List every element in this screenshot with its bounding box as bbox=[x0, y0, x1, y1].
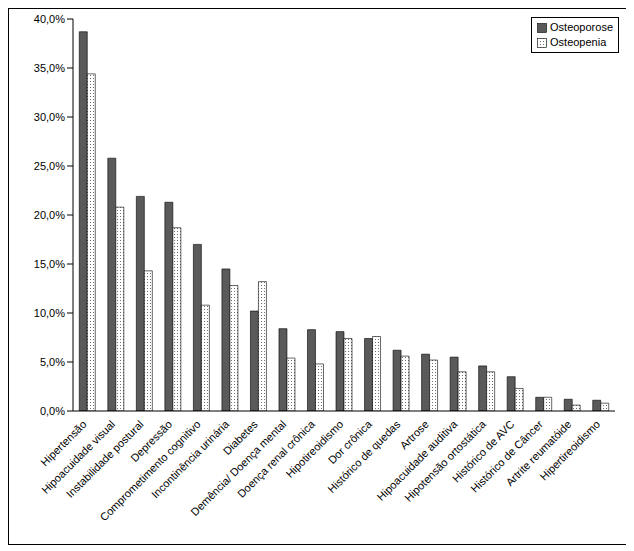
svg-text:Diabetes: Diabetes bbox=[220, 417, 260, 458]
svg-text:Hipotensão ortostática: Hipotensão ortostática bbox=[402, 417, 488, 504]
svg-text:40,0%: 40,0% bbox=[34, 13, 65, 25]
svg-text:Doença renal crônica: Doença renal crônica bbox=[234, 417, 317, 500]
svg-text:35,0%: 35,0% bbox=[34, 62, 65, 74]
svg-text:Incontinência urinária: Incontinência urinária bbox=[148, 417, 232, 501]
svg-text:Depressão: Depressão bbox=[128, 417, 175, 464]
svg-text:Hipoacuidade auditiva: Hipoacuidade auditiva bbox=[374, 417, 460, 503]
svg-text:Hipoacuidade visual: Hipoacuidade visual bbox=[39, 417, 118, 496]
svg-text:10,0%: 10,0% bbox=[34, 307, 65, 319]
svg-text:Histórico de Câncer: Histórico de Câncer bbox=[468, 417, 546, 495]
svg-text:Hipotireoidismo: Hipotireoidismo bbox=[283, 417, 346, 480]
svg-text:Histórico de AVC: Histórico de AVC bbox=[449, 417, 517, 485]
svg-text:Artrite reumatóide: Artrite reumatóide bbox=[503, 417, 574, 489]
svg-text:0,0%: 0,0% bbox=[40, 405, 65, 417]
svg-text:Demência/ Doença mental: Demência/ Doença mental bbox=[188, 417, 289, 519]
svg-text:20,0%: 20,0% bbox=[34, 209, 65, 221]
svg-text:Comprometimento cognitivo: Comprometimento cognitivo bbox=[97, 417, 203, 524]
svg-text:Instabilidade postural: Instabilidade postural bbox=[63, 417, 146, 500]
svg-text:Dor crônica: Dor crônica bbox=[325, 417, 374, 467]
svg-text:Histórico de quedas: Histórico de quedas bbox=[325, 417, 403, 496]
svg-text:Hipertireoidismo: Hipertireoidismo bbox=[537, 418, 602, 483]
html-text:Osteopenia: Osteopenia bbox=[550, 36, 607, 48]
svg-text:Hipertensão: Hipertensão bbox=[38, 417, 89, 469]
svg-text:25,0%: 25,0% bbox=[34, 160, 65, 172]
svg-text:30,0%: 30,0% bbox=[34, 111, 65, 123]
svg-text:15,0%: 15,0% bbox=[34, 258, 65, 270]
svg-text:5,0%: 5,0% bbox=[40, 356, 65, 368]
html-text:Osteoporose: Osteoporose bbox=[550, 21, 613, 33]
svg-text:Artrose: Artrose bbox=[397, 417, 431, 452]
